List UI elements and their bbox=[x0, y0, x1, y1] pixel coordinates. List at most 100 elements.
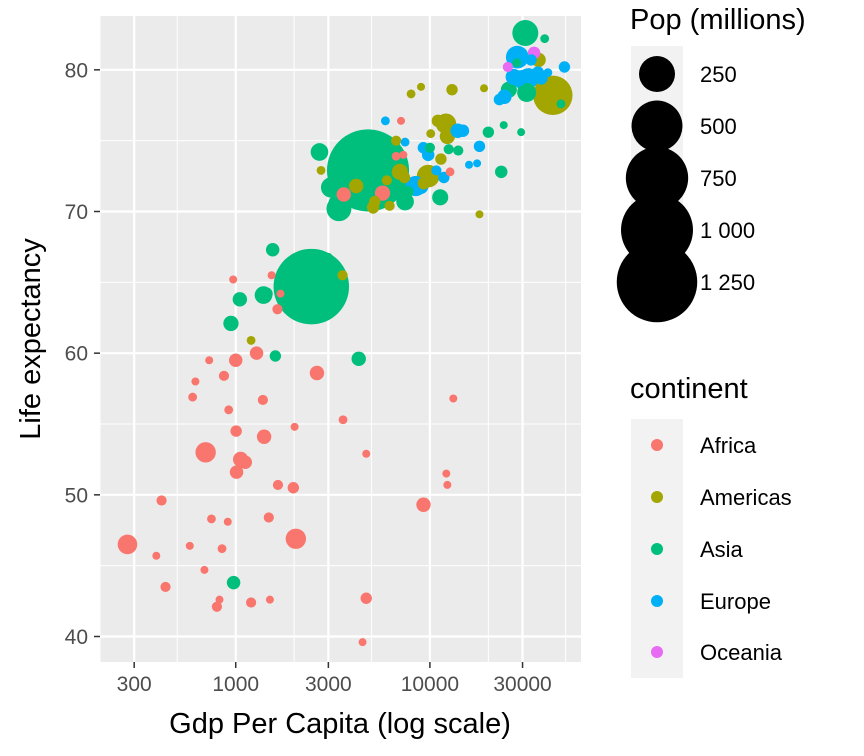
point-europe bbox=[525, 54, 537, 66]
size-legend-label: 750 bbox=[700, 166, 737, 191]
size-legend-items: 250 500 750 1 000 1 250 bbox=[616, 56, 755, 323]
point-africa bbox=[191, 377, 200, 386]
point-africa bbox=[256, 429, 272, 444]
point-asia bbox=[324, 252, 333, 261]
point-americas bbox=[446, 83, 458, 96]
point-europe bbox=[510, 70, 527, 87]
point-americas bbox=[475, 210, 484, 219]
point-asia bbox=[304, 307, 320, 323]
size-legend: Pop (millions) 250 500 750 1 000 1 250 bbox=[616, 4, 806, 323]
point-africa bbox=[188, 392, 198, 402]
color-legend-key-oceania bbox=[651, 646, 663, 658]
point-americas bbox=[381, 175, 392, 186]
point-africa bbox=[217, 544, 227, 554]
point-asia bbox=[269, 350, 282, 362]
point-asia bbox=[342, 145, 355, 159]
point-americas bbox=[417, 82, 426, 91]
point-oceania bbox=[502, 61, 513, 73]
point-europe bbox=[380, 116, 390, 126]
point-asia bbox=[540, 34, 550, 44]
point-europe bbox=[543, 68, 553, 78]
point-europe bbox=[505, 45, 529, 69]
point-americas bbox=[246, 336, 256, 345]
point-africa bbox=[416, 497, 431, 512]
color-legend-key-africa bbox=[651, 439, 663, 451]
point-asia bbox=[556, 99, 566, 109]
point-americas bbox=[348, 178, 364, 194]
point-europe bbox=[465, 160, 474, 169]
point-africa bbox=[362, 449, 371, 458]
point-africa bbox=[228, 353, 243, 367]
point-americas bbox=[398, 171, 411, 184]
point-europe bbox=[493, 93, 506, 106]
point-asia bbox=[453, 145, 464, 156]
point-asia bbox=[232, 292, 248, 307]
point-asia bbox=[260, 287, 273, 300]
x-axis-title: Gdp Per Capita (log scale) bbox=[169, 708, 511, 740]
point-europe bbox=[473, 140, 486, 153]
point-asia bbox=[360, 144, 381, 166]
point-africa bbox=[263, 512, 274, 523]
point-africa bbox=[156, 495, 167, 506]
point-asia bbox=[340, 161, 361, 183]
y-axis: 40 50 60 70 80 bbox=[65, 59, 100, 649]
point-africa bbox=[205, 356, 214, 365]
color-legend-key-asia bbox=[651, 543, 663, 555]
point-asia bbox=[517, 82, 537, 103]
point-asia bbox=[396, 192, 414, 211]
y-axis-title: Life expectancy bbox=[15, 238, 47, 440]
point-americas bbox=[426, 129, 436, 138]
point-asia bbox=[517, 128, 526, 137]
size-legend-key bbox=[639, 56, 675, 92]
color-legend-label-europe: Europe bbox=[700, 589, 771, 614]
point-africa bbox=[211, 601, 222, 612]
point-europe bbox=[431, 165, 442, 176]
point-americas bbox=[406, 89, 416, 99]
point-africa bbox=[238, 455, 253, 469]
point-africa bbox=[246, 597, 257, 608]
point-asia bbox=[424, 142, 435, 153]
x-tick-label: 30000 bbox=[493, 673, 551, 696]
point-asia bbox=[320, 177, 342, 198]
point-americas bbox=[384, 200, 395, 211]
color-legend-label-africa: Africa bbox=[700, 433, 757, 458]
x-tick-label: 1000 bbox=[212, 673, 259, 696]
point-africa bbox=[224, 405, 234, 415]
point-africa bbox=[397, 116, 406, 125]
point-africa bbox=[195, 442, 216, 463]
size-legend-key bbox=[616, 241, 698, 323]
size-legend-title: Pop (millions) bbox=[630, 4, 806, 36]
point-africa bbox=[443, 480, 452, 489]
point-asia bbox=[512, 58, 522, 68]
size-legend-label: 1 000 bbox=[700, 218, 755, 243]
point-africa bbox=[276, 289, 285, 298]
x-axis: 300 1000 3000 10000 30000 bbox=[117, 662, 552, 696]
point-africa bbox=[285, 528, 307, 549]
point-africa bbox=[309, 365, 325, 381]
color-legend-title: continent bbox=[630, 373, 748, 405]
point-africa bbox=[399, 150, 408, 159]
point-asia bbox=[443, 144, 454, 155]
point-asia bbox=[226, 575, 241, 590]
point-americas bbox=[480, 84, 489, 93]
point-africa bbox=[336, 187, 351, 202]
x-tick-label: 10000 bbox=[401, 673, 459, 696]
point-europe bbox=[558, 61, 571, 73]
size-legend-key bbox=[625, 146, 689, 210]
point-africa bbox=[391, 151, 401, 161]
point-asia bbox=[265, 243, 280, 257]
point-africa bbox=[290, 422, 299, 431]
point-europe bbox=[473, 159, 482, 168]
color-legend-key-americas bbox=[651, 491, 663, 503]
point-africa bbox=[257, 394, 268, 406]
y-tick-label: 80 bbox=[65, 59, 88, 82]
grid-minor bbox=[99, 16, 581, 662]
color-legend-label-americas: Americas bbox=[700, 485, 792, 510]
y-tick-label: 70 bbox=[65, 201, 88, 224]
point-africa bbox=[249, 346, 264, 360]
color-legend-key-europe bbox=[651, 595, 663, 607]
point-africa bbox=[229, 275, 238, 284]
point-asia bbox=[432, 189, 449, 206]
color-legend-label-asia: Asia bbox=[700, 537, 744, 562]
point-asia bbox=[223, 315, 239, 332]
